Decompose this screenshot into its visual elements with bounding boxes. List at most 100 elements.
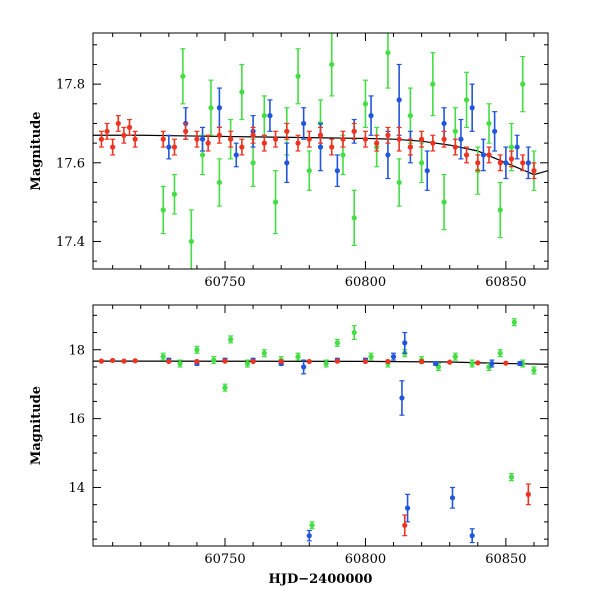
data-point xyxy=(208,105,214,111)
data-point xyxy=(216,105,222,111)
data-point xyxy=(306,533,312,539)
x-tick-label: 60850 xyxy=(485,552,526,567)
data-point xyxy=(160,207,166,213)
data-point xyxy=(404,505,411,511)
data-point xyxy=(295,73,301,79)
x-tick-label: 60800 xyxy=(345,552,386,567)
series-green xyxy=(160,318,537,530)
data-point xyxy=(306,136,312,142)
top-panel: 60750 60800 60850 17.4 17.6 17.8 Magnitude xyxy=(29,32,549,290)
data-point xyxy=(301,364,307,370)
data-point xyxy=(222,358,228,364)
data-point xyxy=(351,128,357,134)
data-point xyxy=(520,160,526,166)
data-point xyxy=(508,474,515,480)
data-point xyxy=(216,179,222,186)
bottom-panel: 60750 60800 60850 14 16 18 Magnitude HJD−240000… xyxy=(29,304,549,587)
data-point xyxy=(334,340,340,346)
y-tick-label: 17.4 xyxy=(56,235,85,250)
data-point xyxy=(447,359,453,365)
data-point xyxy=(180,73,186,79)
data-point xyxy=(272,136,279,142)
data-point xyxy=(199,136,206,142)
data-point xyxy=(396,179,402,186)
data-point xyxy=(374,140,380,146)
data-point xyxy=(449,495,456,501)
data-point xyxy=(295,140,301,146)
data-point xyxy=(531,367,537,374)
data-point xyxy=(390,354,397,360)
y-ticks: 14 16 18 xyxy=(68,314,548,540)
data-point xyxy=(177,360,183,367)
data-point xyxy=(525,160,531,166)
data-point xyxy=(110,144,116,150)
data-point xyxy=(126,124,133,130)
data-point xyxy=(508,144,515,150)
data-point xyxy=(441,199,447,205)
data-point xyxy=(250,160,256,166)
y-ticks: 17.4 17.6 17.8 xyxy=(56,44,548,262)
data-point xyxy=(362,101,369,107)
data-point xyxy=(301,120,307,127)
data-point xyxy=(525,491,531,497)
data-point xyxy=(166,358,172,365)
data-point xyxy=(166,144,172,150)
data-point xyxy=(497,350,503,356)
data-point xyxy=(98,358,105,364)
data-point xyxy=(385,50,391,56)
data-point xyxy=(489,360,495,367)
data-point xyxy=(194,358,200,365)
data-point xyxy=(452,144,458,150)
data-point xyxy=(216,132,222,138)
data-point xyxy=(396,136,402,142)
y-tick-label: 17.6 xyxy=(56,156,85,171)
series-red xyxy=(98,357,531,537)
data-point xyxy=(517,360,523,367)
data-point xyxy=(194,136,200,142)
y-tick-label: 18 xyxy=(68,343,85,358)
data-point xyxy=(452,128,458,134)
data-point xyxy=(233,152,239,158)
data-point xyxy=(188,238,194,245)
data-point xyxy=(110,357,116,364)
x-ticks: 60750 60800 60850 xyxy=(112,305,535,567)
data-point xyxy=(385,152,391,158)
data-point xyxy=(272,199,279,205)
data-point xyxy=(486,152,492,158)
data-point xyxy=(475,360,481,366)
data-point xyxy=(508,156,515,162)
data-point xyxy=(368,113,374,119)
data-point xyxy=(239,144,245,150)
series-blue xyxy=(166,331,523,544)
data-point xyxy=(261,140,267,146)
plot-area xyxy=(93,33,548,269)
data-point xyxy=(469,105,475,111)
data-point xyxy=(463,152,470,158)
data-point xyxy=(497,160,503,166)
data-point xyxy=(419,358,425,365)
y-tick-label: 16 xyxy=(68,412,85,427)
data-point xyxy=(171,144,178,150)
data-point xyxy=(511,319,517,325)
data-point xyxy=(402,522,408,528)
data-point xyxy=(267,113,273,119)
data-point xyxy=(458,136,464,142)
data-point xyxy=(228,336,234,343)
data-point xyxy=(419,136,425,142)
data-point xyxy=(284,128,290,134)
data-point xyxy=(261,350,267,356)
series-green xyxy=(160,33,537,269)
data-point xyxy=(329,144,335,150)
x-axis-label: HJD−2400000 xyxy=(269,572,373,587)
data-point xyxy=(340,136,346,142)
data-point xyxy=(492,128,498,134)
data-point xyxy=(306,168,312,174)
data-point xyxy=(385,358,391,365)
axes-frame xyxy=(92,32,549,270)
data-point xyxy=(329,61,335,68)
data-point xyxy=(497,207,503,213)
data-point xyxy=(486,364,492,370)
data-point xyxy=(244,360,251,367)
data-point xyxy=(480,152,487,158)
